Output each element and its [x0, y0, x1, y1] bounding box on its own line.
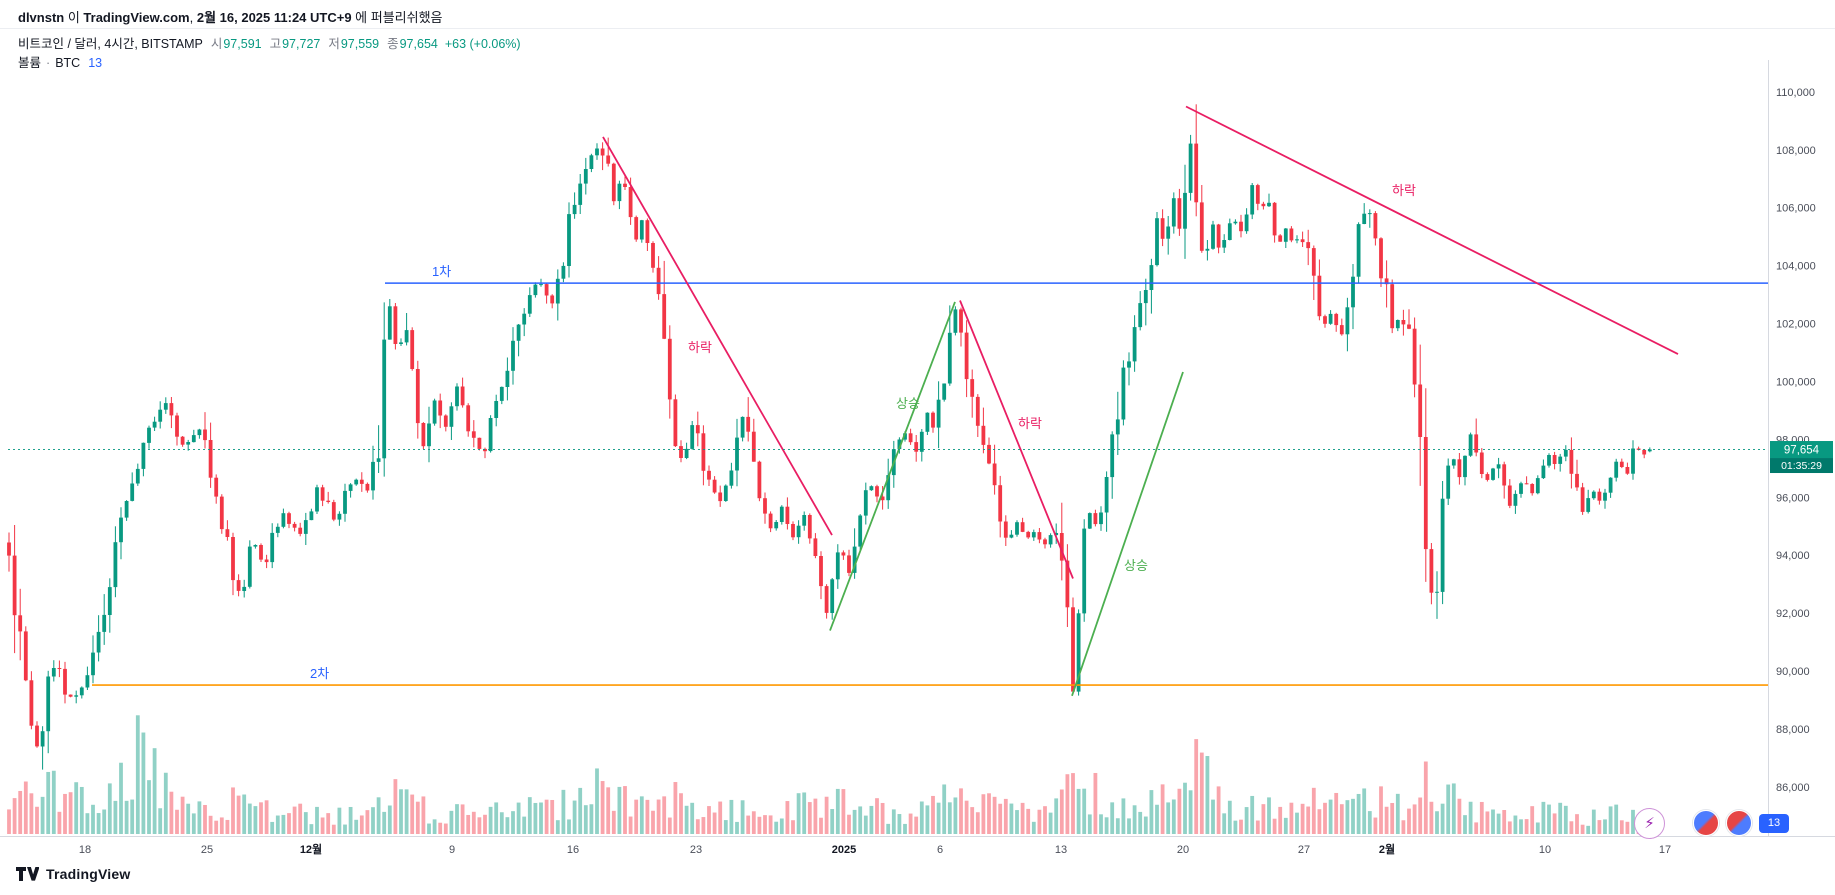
time-tick-label: 2월: [1379, 842, 1395, 856]
tradingview-footer-logo[interactable]: TradingView: [16, 866, 130, 882]
ohlc-low-value: 97,559: [340, 37, 380, 51]
price-tick-label: 92,000: [1776, 608, 1810, 620]
time-tick-label: 18: [79, 844, 91, 856]
annotation-label: 하락: [1018, 416, 1042, 431]
time-axis[interactable]: 18 25 12월 9 16 23 2025 6 13 20 27 2월 10 17: [79, 842, 1671, 856]
time-tick-label: 6: [937, 844, 943, 856]
attribution-text: dlvnstn 이 TradingView.com, 2월 16, 2025 1…: [18, 10, 443, 25]
ohlc-high: 고97,727: [270, 35, 321, 54]
trendlines-layer: [602, 105, 1679, 697]
time-tick-label: 10: [1539, 844, 1551, 856]
legend-volume-row: 볼륨 · BTC 13: [18, 54, 521, 73]
trendline-decline-3[interactable]: [1185, 105, 1679, 355]
annotation-label: 하락: [688, 340, 712, 355]
trendline-advance-1[interactable]: [829, 301, 956, 631]
reaction-icon-1[interactable]: [1693, 810, 1719, 836]
change-value: +63 (+0.06%): [444, 37, 521, 51]
volume-layer: [7, 715, 1652, 834]
price-tick-label: 90,000: [1776, 666, 1810, 678]
time-tick-label: 2025: [832, 844, 856, 856]
ohlc-open-value: 97,591: [223, 37, 262, 51]
tradingview-logo-text: TradingView: [46, 866, 131, 882]
bar-countdown-badge: [1770, 458, 1833, 474]
volume-value: 13: [88, 56, 103, 70]
time-tick-label: 13: [1055, 844, 1067, 856]
boost-button[interactable]: ⚡: [1634, 807, 1665, 839]
price-tick-label: 86,000: [1776, 782, 1810, 794]
ohlc-close-label: 종: [387, 37, 399, 51]
price-tick-label: 106,000: [1776, 203, 1816, 215]
price-tick-label: 94,000: [1776, 550, 1810, 562]
chart-legend: 비트코인 / 달러, 4시간, BITSTAMP 시97,591 고97,727…: [18, 35, 521, 73]
trendline-advance-2[interactable]: [1071, 371, 1184, 697]
time-tick-label: 27: [1298, 844, 1310, 856]
ohlc-high-label: 고: [269, 37, 282, 51]
ohlc-high-value: 97,727: [282, 37, 321, 51]
ohlc-low-label: 저: [328, 37, 340, 51]
bar-countdown-value: 01:35:29: [1781, 460, 1822, 472]
axes-layer: 110,000 108,000 106,000 104,000 102,000 100,0…: [0, 60, 1835, 856]
volume-symbol: BTC: [55, 56, 81, 70]
price-tick-label: 102,000: [1776, 319, 1816, 331]
ohlc-open-label: 시: [210, 37, 223, 51]
chart-canvas[interactable]: 1차2차하락하락하락상승상승110,000108,000106,000104,0…: [0, 0, 1835, 862]
price-tick-label: 96,000: [1776, 492, 1810, 504]
level-label: 1차: [432, 264, 451, 279]
time-tick-label: 20: [1177, 844, 1189, 856]
time-tick-label: 16: [567, 844, 579, 856]
reaction-icon-2[interactable]: [1726, 810, 1752, 836]
price-axis[interactable]: 110,000 108,000 106,000 104,000 102,000 100,0…: [1776, 87, 1816, 794]
time-tick-label: 12월: [300, 842, 322, 856]
time-tick-label: 25: [201, 844, 213, 856]
time-tick-label: 17: [1659, 844, 1671, 856]
annotation-label: 상승: [896, 396, 920, 411]
price-tick-label: 108,000: [1776, 145, 1816, 157]
price-tick-label: 110,000: [1776, 87, 1815, 99]
volume-separator: ·: [46, 56, 51, 70]
attribution-bar: dlvnstn 이 TradingView.com, 2월 16, 2025 1…: [0, 0, 1835, 29]
price-tick-label: 88,000: [1776, 724, 1810, 736]
time-tick-label: 23: [690, 844, 702, 856]
annotation-label: 하락: [1392, 183, 1416, 198]
time-tick-label: 9: [449, 844, 455, 856]
ohlc-close-value: 97,654: [399, 37, 438, 51]
lightning-icon: ⚡: [1644, 815, 1655, 832]
annotation-label: 상승: [1124, 558, 1148, 573]
ohlc-low: 저97,559: [328, 35, 379, 54]
legend-main-row: 비트코인 / 달러, 4시간, BITSTAMP 시97,591 고97,727…: [18, 35, 521, 54]
chart-footer-icons: ⚡ 13: [1634, 807, 1789, 839]
last-price-badge: [1770, 441, 1833, 459]
candles-layer: [7, 104, 1652, 770]
trendline-decline-2[interactable]: [959, 300, 1074, 579]
ohlc-close: 종97,654: [387, 35, 438, 54]
tradingview-logo-icon: [16, 867, 39, 881]
last-price-value: 97,654: [1784, 444, 1820, 456]
volume-indicator-label[interactable]: 볼륨: [18, 56, 42, 70]
symbol-title[interactable]: 비트코인 / 달러, 4시간, BITSTAMP: [18, 37, 203, 51]
trendline-decline-1[interactable]: [602, 136, 833, 536]
price-tick-label: 104,000: [1776, 261, 1816, 273]
level-label: 2차: [310, 666, 329, 681]
price-tick-label: 100,000: [1776, 376, 1816, 388]
levels-layer: 1차 2차: [92, 264, 1768, 686]
boost-count-badge[interactable]: 13: [1759, 813, 1789, 833]
ohlc-open: 시97,591: [211, 35, 262, 54]
